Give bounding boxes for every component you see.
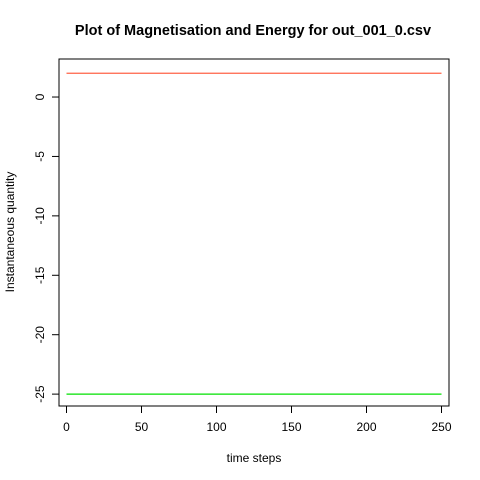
x-tick-label-4: 200 [356, 420, 376, 434]
y-tick-label-2: -10 [33, 207, 47, 225]
y-tick-label-5: -25 [33, 385, 47, 403]
x-axis: 0 50 100 150 200 250 [63, 405, 452, 434]
y-tick-label-0: 0 [33, 93, 47, 100]
series-layer [66, 72, 442, 395]
x-axis-label: time steps [227, 451, 282, 465]
x-tick-label-0: 0 [63, 420, 70, 434]
y-axis-label: Instantaneous quantity [3, 172, 17, 293]
x-tick-label-5: 250 [431, 420, 451, 434]
y-tick-label-1: -5 [33, 151, 47, 162]
y-tick-label-3: -15 [33, 266, 47, 284]
y-tick-label-4: -20 [33, 326, 47, 344]
chart-title: Plot of Magnetisation and Energy for out… [75, 23, 431, 39]
x-tick-label-1: 50 [135, 420, 149, 434]
y-axis: 0 -5 -10 -15 -20 -25 [33, 93, 60, 403]
x-tick-label-2: 100 [206, 420, 226, 434]
x-tick-label-3: 150 [281, 420, 301, 434]
plot-frame [58, 58, 450, 407]
